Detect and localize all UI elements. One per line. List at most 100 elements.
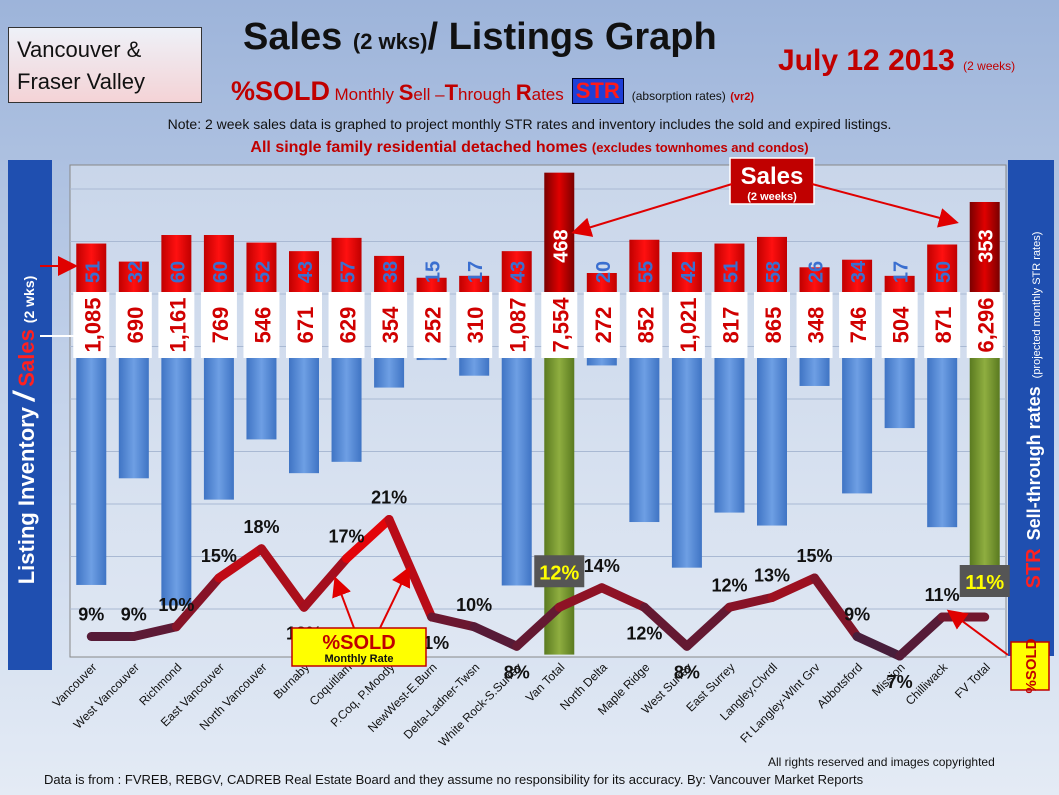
listing-value-label: 629 bbox=[336, 307, 361, 344]
sales-bar bbox=[757, 236, 787, 292]
listing-label-band bbox=[924, 292, 961, 358]
sold-line-segment bbox=[767, 573, 820, 602]
sold-line-segment bbox=[171, 573, 224, 632]
listing-label-band bbox=[243, 292, 280, 358]
listing-label-band bbox=[583, 292, 620, 358]
sold-value-label: 15% bbox=[797, 546, 833, 566]
right-sold-arrow bbox=[946, 609, 1009, 656]
sold-line-segment bbox=[384, 515, 437, 622]
listing-value-label: 546 bbox=[250, 307, 275, 344]
listing-value-label: 1,161 bbox=[165, 297, 190, 352]
sold-value-label: 12% bbox=[711, 575, 747, 595]
sold-value-label: 9% bbox=[78, 605, 104, 625]
sales-value-label: 15 bbox=[423, 261, 445, 283]
listing-value-label: 871 bbox=[931, 307, 956, 344]
sold-value-label: 8% bbox=[504, 662, 530, 682]
sales-value-label: 34 bbox=[848, 260, 870, 283]
sold-line-segment bbox=[129, 622, 181, 641]
listing-label-band bbox=[711, 292, 748, 358]
listing-label-band bbox=[413, 292, 450, 358]
sales-bar bbox=[161, 235, 192, 292]
left-axis-panel bbox=[8, 160, 52, 670]
sold-value-label: 11% bbox=[925, 585, 960, 605]
sold-value-label: 15% bbox=[201, 546, 237, 566]
sold-value-label: 12% bbox=[539, 562, 579, 584]
svg-text:%SOLD: %SOLD bbox=[322, 632, 395, 654]
sales-value-label: 50 bbox=[933, 261, 955, 283]
listing-value-label: 817 bbox=[718, 307, 743, 344]
sales-value-label: 51 bbox=[720, 261, 742, 283]
sales-value-label: 20 bbox=[593, 261, 615, 283]
sold-line-segment bbox=[342, 515, 394, 563]
page-title: Sales (2 wks)/ Listings Graph bbox=[243, 16, 717, 58]
sales-bar bbox=[289, 251, 319, 292]
listing-value-label: 272 bbox=[591, 307, 616, 344]
listing-label-band bbox=[498, 292, 535, 358]
report-date: July 12 2013 (2 weeks) bbox=[778, 44, 1016, 77]
sold-value-label: 11% bbox=[965, 572, 1004, 594]
sold-line-segment bbox=[214, 544, 266, 583]
sales-bar bbox=[671, 252, 702, 292]
listing-label-band bbox=[966, 292, 1003, 358]
listing-value-label: 310 bbox=[463, 307, 488, 344]
sold-value-label: 7% bbox=[887, 672, 913, 692]
sales-value-label: 58 bbox=[763, 261, 785, 283]
sales-value-label: 17 bbox=[465, 261, 487, 283]
total-sold-box bbox=[959, 565, 1010, 597]
total-sold-box bbox=[534, 555, 585, 588]
sales-bar bbox=[76, 243, 107, 292]
sold-line-segment bbox=[724, 593, 777, 612]
listing-label-band bbox=[754, 292, 790, 358]
listing-value-label: 852 bbox=[633, 307, 658, 344]
listing-label-band bbox=[796, 292, 833, 358]
listing-label-band bbox=[371, 292, 408, 358]
listing-label-band bbox=[158, 292, 195, 358]
sold-value-label: 12% bbox=[626, 623, 662, 643]
listing-label-band bbox=[668, 292, 705, 358]
footer-rights: All rights reserved and images copyright… bbox=[768, 755, 995, 769]
sales-value-label: 55 bbox=[635, 261, 657, 283]
listing-value-label: 865 bbox=[761, 307, 786, 344]
svg-text:(2 weeks): (2 weeks) bbox=[747, 191, 797, 203]
sold-value-label: 8% bbox=[674, 662, 700, 682]
left-axis-label: Listing Inventory/Sales(2 wks) bbox=[8, 276, 41, 585]
listing-label-band bbox=[200, 292, 237, 358]
sales-bar bbox=[374, 255, 405, 292]
sold-line-segment bbox=[299, 554, 352, 612]
listing-value-label: 1,087 bbox=[506, 297, 531, 352]
note-text: Note: 2 week sales data is graphed to pr… bbox=[167, 116, 892, 132]
listing-value-label: 348 bbox=[804, 307, 829, 344]
sales-bar bbox=[416, 277, 447, 292]
category-label: Ft Langley-Wlnt Grv bbox=[737, 660, 822, 745]
sales-value-label: 26 bbox=[806, 261, 828, 283]
listing-label-band bbox=[881, 292, 918, 358]
right-axis-label: STRSell-through rates(projected monthly … bbox=[1023, 232, 1045, 589]
right-axis-panel bbox=[1008, 160, 1054, 656]
sales-bar bbox=[714, 243, 745, 292]
sales-value-label: 57 bbox=[338, 261, 360, 283]
sales-bar bbox=[969, 201, 1000, 292]
listing-label-band bbox=[839, 292, 876, 358]
sold-line-segment bbox=[597, 583, 649, 612]
right-sold-badge bbox=[1010, 641, 1050, 691]
listing-label-band bbox=[456, 292, 493, 358]
sold-line-segment bbox=[895, 612, 947, 661]
sales-bar bbox=[246, 242, 277, 292]
listing-value-label: 1,021 bbox=[676, 297, 701, 352]
sales-value-label: 17 bbox=[891, 261, 913, 283]
listing-label-band bbox=[541, 292, 578, 358]
sold-line-segment bbox=[852, 632, 905, 661]
listing-value-label: 769 bbox=[208, 307, 233, 344]
listing-value-label: 746 bbox=[846, 307, 871, 344]
region-box: Vancouver & Fraser Valley bbox=[8, 27, 202, 103]
sales-bar bbox=[501, 251, 532, 292]
listing-value-label: 1,085 bbox=[80, 297, 105, 352]
sales-value-label: 60 bbox=[167, 261, 189, 283]
sales-value-label: 52 bbox=[252, 261, 274, 283]
sold-line-segment bbox=[554, 583, 607, 612]
sales-callout: Sales (2 weeks) bbox=[571, 157, 959, 237]
sold-line-segment bbox=[427, 612, 479, 632]
subtitle-line: %SOLD Monthly Sell –Through Rates STR (abs… bbox=[231, 76, 755, 106]
sales-value-label: 38 bbox=[380, 261, 402, 283]
listing-value-label: 671 bbox=[293, 307, 318, 344]
